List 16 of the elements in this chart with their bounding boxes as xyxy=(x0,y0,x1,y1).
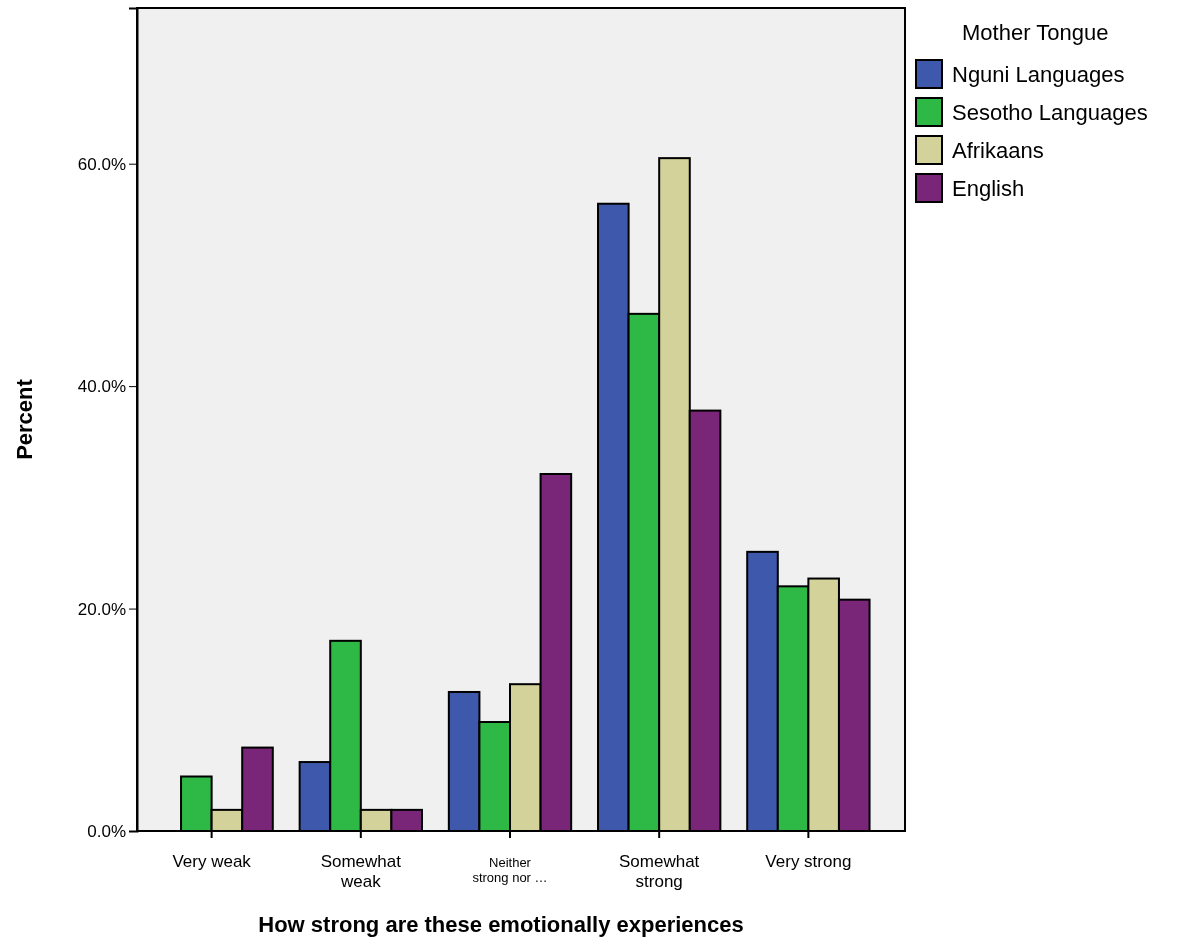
x-tick-label: Somewhat weak xyxy=(320,852,402,891)
x-tick-label: Neither strong nor … xyxy=(472,855,548,885)
legend-label: English xyxy=(952,176,1025,201)
y-tick-label: 40.0% xyxy=(77,377,126,397)
legend-label: Sesotho Languages xyxy=(952,100,1148,125)
x-tick-label: Somewhat strong xyxy=(619,852,700,891)
y-tick-label: 0.0% xyxy=(87,821,126,841)
y-tick-label: 60.0% xyxy=(77,154,126,174)
y-axis-title: Percent xyxy=(12,378,37,460)
x-tick-label: Very strong xyxy=(765,852,852,871)
y-tick-label: 20.0% xyxy=(77,599,126,619)
x-axis-title: How strong are these emotionally experiences xyxy=(258,912,744,937)
legend-label: Nguni Languages xyxy=(952,62,1125,87)
legend-label: Afrikaans xyxy=(952,138,1044,163)
x-tick-label: Very weak xyxy=(172,852,252,871)
legend-title: Mother Tongue xyxy=(962,20,1109,45)
